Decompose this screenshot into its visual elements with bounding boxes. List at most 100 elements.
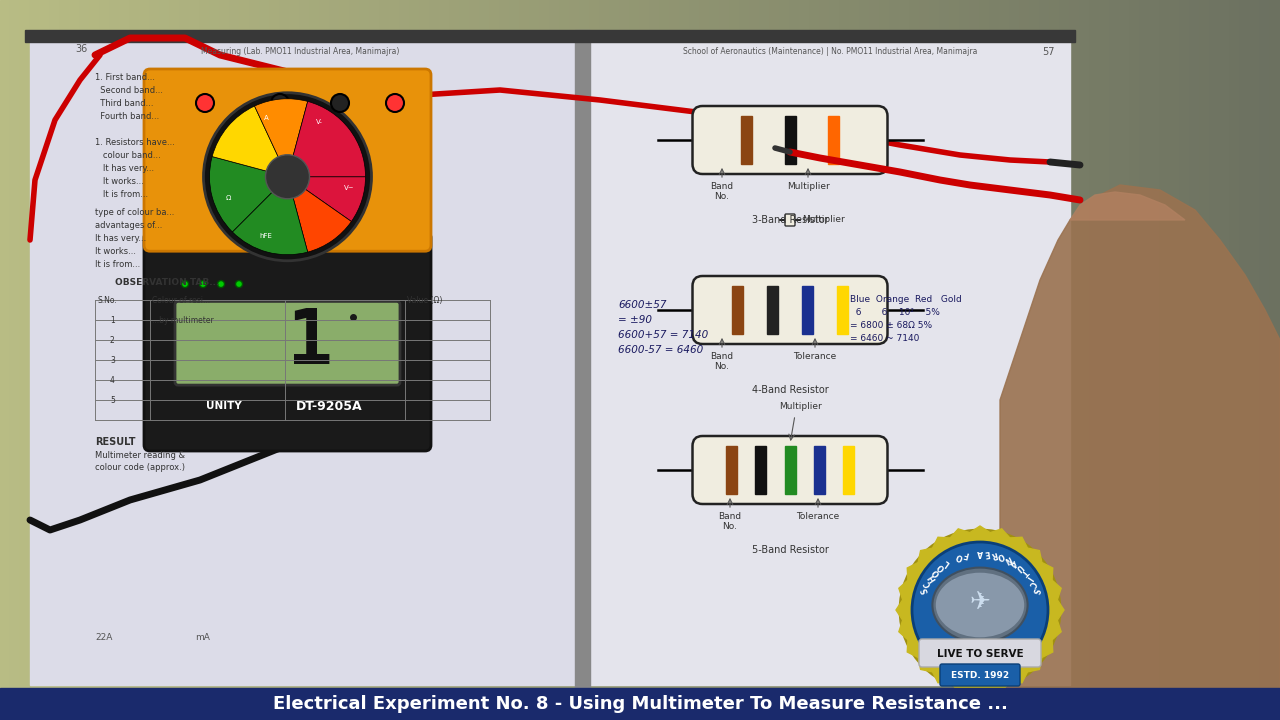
Bar: [660, 0, 669, 720]
Text: It works...: It works...: [95, 177, 143, 186]
Wedge shape: [210, 156, 288, 232]
Bar: [189, 0, 200, 720]
Bar: [1039, 0, 1050, 720]
Ellipse shape: [936, 572, 1024, 637]
Bar: [837, 286, 849, 334]
Bar: [1110, 0, 1120, 720]
Bar: [785, 446, 795, 494]
Bar: [1220, 0, 1230, 720]
Wedge shape: [212, 106, 288, 176]
Wedge shape: [288, 102, 366, 176]
Text: = 6460 ~ 7140: = 6460 ~ 7140: [850, 334, 919, 343]
Bar: [509, 0, 520, 720]
Text: 5: 5: [110, 396, 115, 405]
Bar: [803, 286, 813, 334]
Bar: [320, 0, 330, 720]
Ellipse shape: [932, 567, 1028, 642]
Bar: [814, 446, 824, 494]
Text: C: C: [923, 579, 933, 588]
Circle shape: [196, 94, 214, 112]
Text: 2: 2: [110, 336, 115, 345]
Bar: [140, 0, 150, 720]
Bar: [785, 116, 795, 164]
Text: 6600±57: 6600±57: [618, 300, 667, 310]
Text: I: I: [1024, 574, 1033, 581]
Text: 3: 3: [110, 356, 115, 365]
Text: Electrical Experiment No. 8 - Using Multimeter To Measure Resistance ...: Electrical Experiment No. 8 - Using Mult…: [273, 695, 1007, 713]
Bar: [828, 116, 840, 164]
Bar: [1030, 0, 1039, 720]
Bar: [280, 0, 291, 720]
Polygon shape: [1070, 192, 1185, 220]
Text: Measuring (Lab. PMO11 Industrial Area, Manimajra): Measuring (Lab. PMO11 Industrial Area, M…: [201, 48, 399, 56]
Bar: [50, 0, 60, 720]
Text: hFE: hFE: [260, 233, 273, 239]
Text: 3-Band Resistor: 3-Band Resistor: [751, 215, 828, 225]
FancyBboxPatch shape: [692, 436, 887, 504]
Bar: [451, 0, 460, 720]
Polygon shape: [29, 35, 575, 685]
Bar: [1260, 0, 1270, 720]
Bar: [842, 446, 854, 494]
Polygon shape: [896, 526, 1064, 694]
Bar: [1120, 0, 1130, 720]
Text: Band
No.: Band No.: [710, 182, 733, 202]
Bar: [29, 0, 40, 720]
Text: UNITY: UNITY: [206, 401, 242, 411]
Text: It has very...: It has very...: [95, 234, 146, 243]
Text: S.No.: S.No.: [97, 296, 116, 305]
Bar: [90, 0, 100, 720]
Bar: [1010, 0, 1020, 720]
Text: It has very...: It has very...: [95, 164, 154, 173]
Bar: [840, 0, 850, 720]
Bar: [60, 0, 70, 720]
Text: S: S: [1029, 586, 1039, 594]
Bar: [989, 0, 1000, 720]
Bar: [330, 0, 340, 720]
Wedge shape: [288, 176, 366, 222]
Bar: [741, 116, 751, 164]
Bar: [170, 0, 180, 720]
Bar: [760, 0, 771, 720]
Text: RESULT: RESULT: [95, 437, 136, 447]
Bar: [1210, 0, 1220, 720]
Bar: [300, 0, 310, 720]
Wedge shape: [233, 176, 307, 255]
Bar: [1091, 0, 1100, 720]
Bar: [719, 0, 730, 720]
Bar: [70, 0, 79, 720]
Bar: [870, 0, 881, 720]
Bar: [460, 0, 470, 720]
FancyBboxPatch shape: [143, 232, 431, 451]
Text: C: C: [1027, 579, 1037, 588]
Text: A: A: [264, 114, 269, 120]
Bar: [950, 0, 960, 720]
Bar: [600, 0, 611, 720]
Bar: [349, 0, 360, 720]
FancyBboxPatch shape: [692, 276, 887, 344]
Text: H: H: [927, 572, 937, 582]
Bar: [860, 0, 870, 720]
Bar: [0, 688, 1280, 720]
Bar: [390, 0, 399, 720]
Bar: [40, 0, 50, 720]
Text: type of colour ba...: type of colour ba...: [95, 208, 174, 217]
Text: S: S: [920, 586, 931, 594]
Circle shape: [200, 281, 206, 287]
Bar: [1100, 0, 1110, 720]
Text: O: O: [955, 551, 964, 561]
Bar: [291, 0, 300, 720]
Bar: [611, 0, 620, 720]
Bar: [380, 0, 390, 720]
Bar: [620, 0, 630, 720]
Bar: [1140, 0, 1149, 720]
Text: 6600-57 = 6460: 6600-57 = 6460: [618, 345, 703, 355]
FancyBboxPatch shape: [785, 214, 795, 226]
Bar: [420, 0, 430, 720]
Text: Multiplier: Multiplier: [787, 182, 829, 191]
Bar: [890, 0, 900, 720]
Bar: [1070, 0, 1080, 720]
Bar: [1251, 0, 1260, 720]
Bar: [1149, 0, 1160, 720]
Text: V~: V~: [344, 185, 355, 191]
